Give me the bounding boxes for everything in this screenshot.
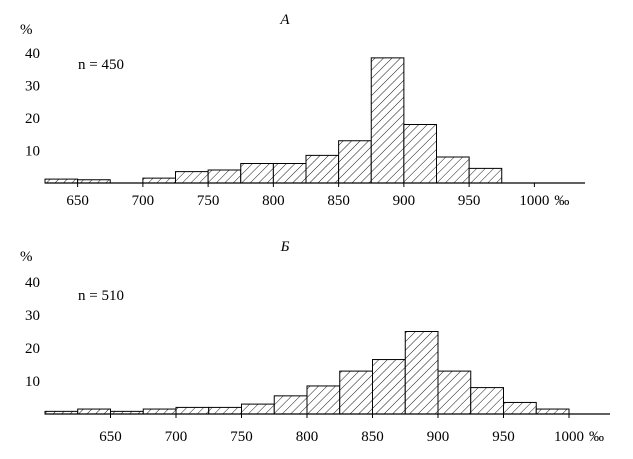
histogram-bar (403, 124, 437, 184)
panel-a-n-label: n = 450 (78, 57, 124, 73)
histogram-bar (142, 177, 176, 184)
panel-b-x-ticks: 650 700 750 800 850 900 950 1000 ‰ (99, 414, 604, 445)
panel-a-y-unit: % (20, 22, 33, 38)
panel-b-bars (44, 331, 570, 415)
panel-b-title: Б (280, 239, 290, 255)
x-unit-label: ‰ (554, 193, 569, 209)
y-tick-label: 40 (25, 275, 40, 291)
x-tick-label: 800 (262, 193, 285, 209)
histogram-bar (370, 57, 405, 184)
x-tick-label: 900 (427, 429, 450, 445)
x-tick-label: 700 (132, 193, 155, 209)
panel-b-y-ticks: 10 20 30 40 (25, 275, 40, 390)
histogram-bar (339, 370, 373, 415)
histogram-bar (468, 167, 503, 184)
histogram-bar (240, 163, 274, 184)
histogram-bar (437, 370, 472, 415)
histogram-bar (306, 385, 341, 415)
panel-b: Б % n = 510 650 700 750 800 850 900 950 1000 ‰ 1… (20, 239, 610, 445)
histogram-bar (273, 395, 308, 415)
x-tick-label: 650 (99, 429, 122, 445)
x-tick-label: 750 (197, 193, 220, 209)
histogram-bar (77, 408, 111, 415)
y-tick-label: 30 (25, 308, 40, 324)
histogram-bar (305, 154, 340, 184)
x-unit-label: ‰ (589, 429, 604, 445)
histogram-bar (241, 403, 275, 415)
y-tick-label: 20 (25, 341, 40, 357)
x-tick-label: 900 (393, 193, 416, 209)
histogram-bar (372, 359, 406, 415)
histogram-bar (208, 406, 242, 415)
histogram-bar (175, 171, 209, 184)
x-tick-label: 850 (361, 429, 384, 445)
panel-b-y-unit: % (20, 249, 33, 265)
histogram-bar (436, 156, 470, 184)
panel-a: А % n = 450 650 700 750 800 850 900 950 1000 ‰ 1… (20, 12, 585, 209)
panel-a-x-ticks: 650 700 750 800 850 900 950 1000 ‰ (66, 183, 569, 209)
y-tick-label: 20 (25, 111, 40, 127)
x-tick-label: 1000 (519, 193, 549, 209)
y-tick-label: 10 (25, 144, 40, 160)
x-tick-label: 1000 (554, 429, 584, 445)
x-tick-label: 750 (230, 429, 253, 445)
panel-a-title: А (279, 12, 290, 28)
histogram-bar (272, 163, 307, 184)
histogram-bar (175, 406, 210, 415)
x-tick-label: 800 (296, 429, 319, 445)
histogram-bar (535, 408, 570, 415)
panel-a-y-ticks: 10 20 30 40 (25, 46, 40, 160)
x-tick-label: 700 (165, 429, 188, 445)
y-tick-label: 30 (25, 79, 40, 95)
histogram-bar (338, 140, 372, 184)
histogram-bar (142, 408, 177, 415)
y-tick-label: 10 (25, 374, 40, 390)
histogram-bar (404, 331, 439, 415)
x-tick-label: 850 (327, 193, 350, 209)
x-tick-label: 650 (66, 193, 89, 209)
x-tick-label: 950 (458, 193, 481, 209)
histogram-bar (207, 169, 242, 184)
x-tick-label: 950 (492, 429, 515, 445)
histogram-bar (470, 387, 504, 415)
histogram-bar (503, 401, 537, 415)
panel-b-n-label: n = 510 (78, 288, 124, 304)
y-tick-label: 40 (25, 46, 40, 62)
panel-a-bars (44, 57, 503, 184)
